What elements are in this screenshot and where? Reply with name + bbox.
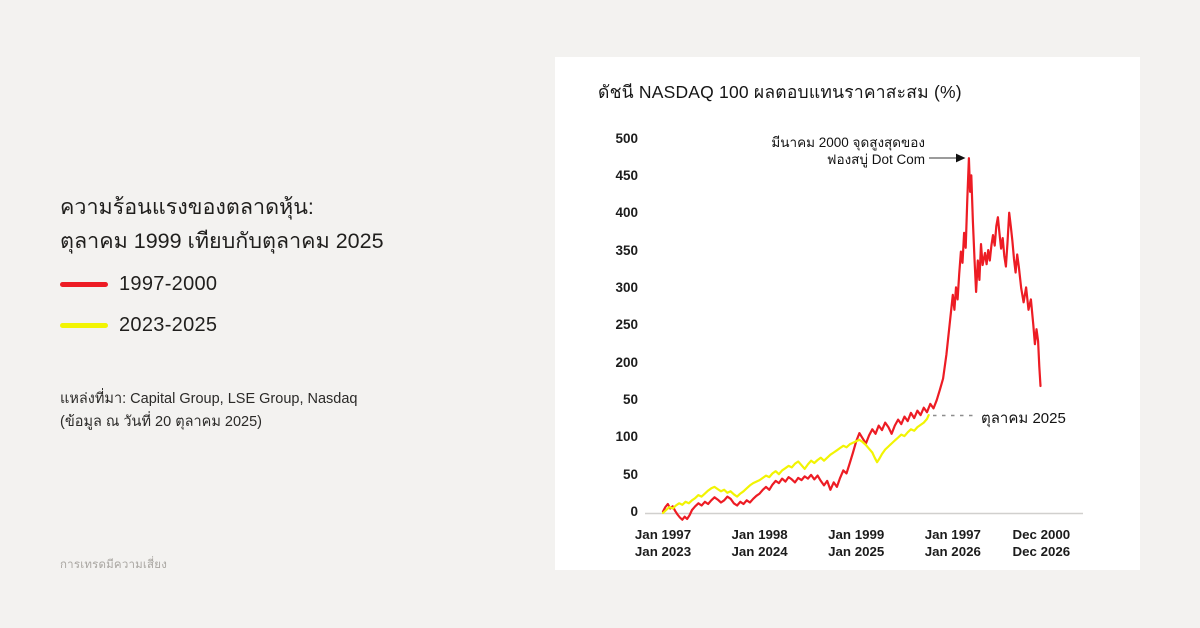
- y-tick-label: 250: [615, 317, 638, 333]
- y-tick-label: 0: [630, 504, 638, 519]
- y-tick-label: 350: [615, 242, 638, 258]
- x-tick-label: Jan 2025: [828, 544, 885, 559]
- peak-annotation-line1: มีนาคม 2000 จุดสูงสุดของ: [771, 135, 925, 150]
- y-tick-label: 200: [615, 354, 638, 370]
- chart-title: ดัชนี NASDAQ 100 ผลตอบแทนราคาสะสม (%): [598, 82, 962, 102]
- legend-swatch-yellow: [60, 322, 108, 328]
- oct-2025-annotation: ตุลาคม 2025: [981, 410, 1066, 427]
- legend-swatch-red: [60, 281, 108, 287]
- x-tick-label: Jan 1999: [828, 527, 885, 542]
- x-tick-label: Jan 1997: [924, 527, 981, 542]
- y-tick-label: 300: [615, 279, 638, 295]
- chart-card: [555, 57, 1140, 570]
- line-series-2023-2025: [661, 414, 930, 515]
- x-tick-label: Jan 1997: [634, 527, 692, 542]
- x-tick-label: Jan 2023: [634, 544, 692, 559]
- risk-disclaimer: การเทรดมีความเสี่ยง: [60, 559, 168, 571]
- x-tick-label: Jan 2026: [924, 544, 981, 559]
- y-tick-label: 400: [615, 205, 638, 221]
- y-tick-label: 500: [615, 130, 638, 146]
- legend-item-1997-2000: 1997-2000: [60, 272, 217, 296]
- peak-arrow-head-icon: [956, 153, 966, 163]
- x-tick-label: Dec 2026: [1012, 544, 1071, 559]
- series-layer: [661, 157, 1042, 521]
- legend-label: 1997-2000: [119, 272, 218, 295]
- y-tick-label: 50: [622, 391, 638, 407]
- legend-item-2023-2025: 2023-2025: [60, 313, 217, 337]
- page-title-line2: ตุลาคม 1999 เทียบกับตุลาคม 2025: [60, 229, 384, 253]
- source-line1: แหล่งที่มา: Capital Group, LSE Group, Na…: [60, 391, 358, 407]
- y-tick-label: 50: [622, 466, 638, 482]
- x-tick-label: Dec 2000: [1012, 527, 1071, 542]
- x-tick-label: Jan 2024: [731, 544, 788, 559]
- source-note: แหล่งที่มา: Capital Group, LSE Group, Na…: [60, 388, 480, 434]
- peak-annotation: มีนาคม 2000 จุดสูงสุดของ ฟองสบู่ Dot Com: [690, 134, 925, 168]
- source-line2: (ข้อมูล ณ วันที่ 20 ตุลาคม 2025): [60, 414, 263, 430]
- x-tick-label: Jan 1998: [731, 527, 788, 542]
- peak-annotation-line2: ฟองสบู่ Dot Com: [826, 152, 925, 167]
- line-series-1997-2000: [661, 157, 1042, 521]
- y-tick-label: 450: [615, 167, 638, 183]
- page-title-line1: ความร้อนแรงของตลาดหุ้น:: [60, 195, 314, 219]
- page-title: ความร้อนแรงของตลาดหุ้น: ตุลาคม 1999 เทีย…: [60, 190, 480, 258]
- y-tick-label: 100: [615, 429, 638, 445]
- legend-label: 2023-2025: [119, 313, 218, 336]
